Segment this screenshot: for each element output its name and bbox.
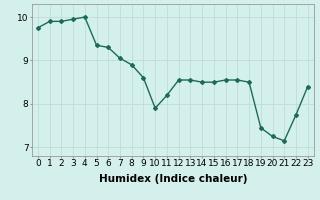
X-axis label: Humidex (Indice chaleur): Humidex (Indice chaleur): [99, 174, 247, 184]
